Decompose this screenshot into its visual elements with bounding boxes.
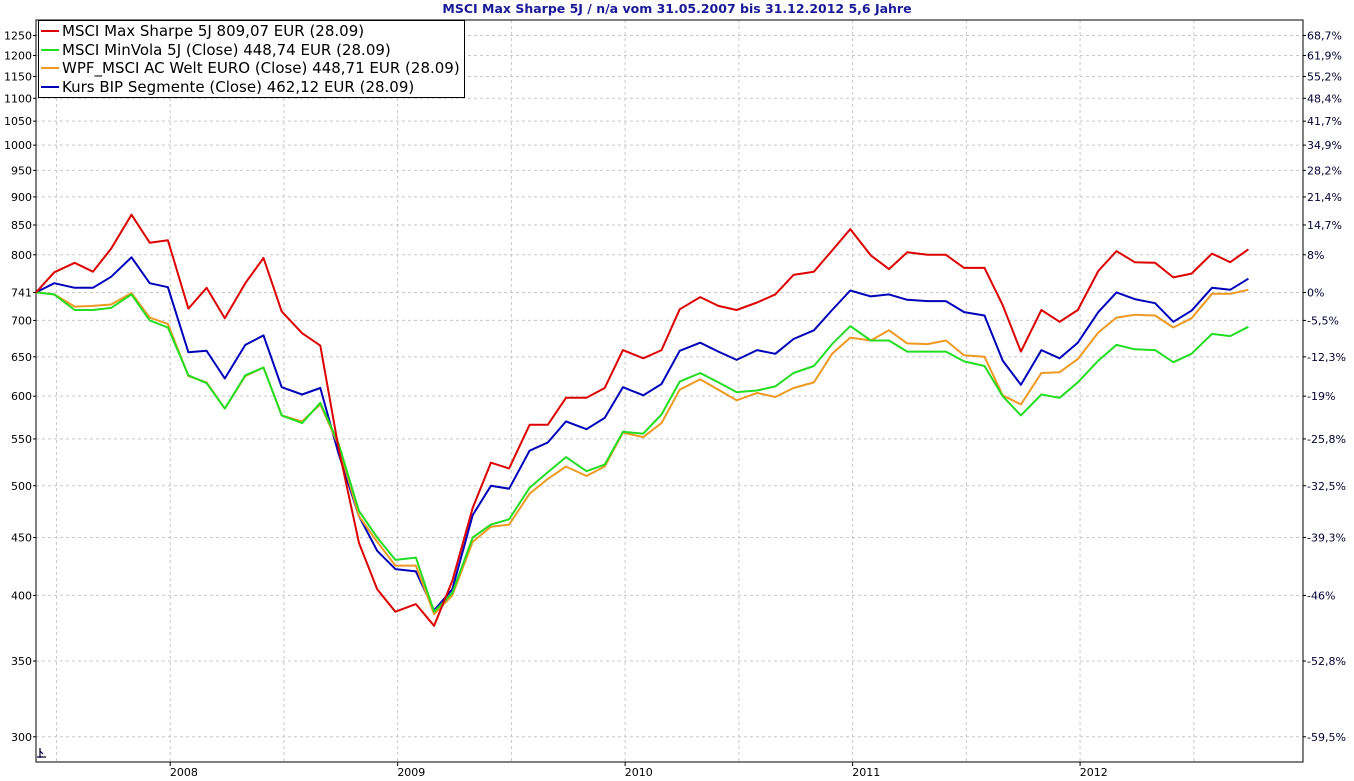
legend-swatch [41, 48, 59, 51]
chart-title: MSCI Max Sharpe 5J / n/a vom 31.05.2007 … [442, 1, 911, 16]
y-tick-label-right: 61,9% [1307, 50, 1342, 63]
y-tick-label-right: -25,8% [1307, 433, 1346, 446]
y-tick-label-right: 8% [1307, 249, 1324, 262]
y-tick-label-left: 700 [11, 314, 32, 327]
y-tick-label-left: 1150 [4, 70, 32, 83]
y-tick-label-left: 650 [11, 351, 32, 364]
legend-swatch [41, 67, 59, 70]
y-tick-label-right: 28,2% [1307, 164, 1342, 177]
legend-label: WPF_MSCI AC Welt EURO (Close) 448,71 EUR… [62, 59, 460, 77]
y-tick-label-right: -19% [1307, 390, 1335, 403]
legend-item: MSCI MinVola 5J (Close) 448,74 EUR (28.0… [41, 41, 460, 60]
y-tick-label-left: 741 [11, 286, 32, 299]
y-tick-label-right: -12,3% [1307, 351, 1346, 364]
y-tick-label-right: -52,8% [1307, 655, 1346, 668]
series-line-1 [35, 291, 1249, 613]
legend-label: Kurs BIP Segmente (Close) 462,12 EUR (28… [62, 77, 415, 96]
y-tick-label-right: -32,5% [1307, 480, 1346, 493]
y-tick-label-left: 1050 [4, 115, 32, 128]
axes [33, 19, 1306, 766]
series-line-0 [35, 213, 1249, 627]
y-tick-label-left: 950 [11, 164, 32, 177]
y-tick-label-right: -39,3% [1307, 532, 1346, 545]
y-tick-label-left: 1200 [4, 50, 32, 63]
y-tick-label-left: 500 [11, 480, 32, 493]
series-lines [35, 213, 1249, 627]
legend-item: Kurs BIP Segmente (Close) 462,12 EUR (28… [41, 78, 460, 97]
y-tick-label-right: 55,2% [1307, 70, 1342, 83]
y-tick-label-right: 0% [1307, 286, 1324, 299]
y-tick-label-left: 1100 [4, 92, 32, 105]
y-tick-label-right: -5,5% [1307, 314, 1339, 327]
y-tick-label-right: 34,9% [1307, 139, 1342, 152]
y-tick-label-left: 400 [11, 589, 32, 602]
y-tick-label-left: 450 [11, 532, 32, 545]
legend-label: MSCI Max Sharpe 5J 809,07 EUR (28.09) [62, 22, 365, 40]
y-tick-label-left: 550 [11, 433, 32, 446]
legend: MSCI Max Sharpe 5J 809,07 EUR (28.09) MSC… [38, 20, 465, 98]
scale-corner-icon [37, 748, 46, 758]
legend-swatch [41, 85, 59, 88]
y-tick-label-left: 800 [11, 249, 32, 262]
tick-labels: 300 350 400 450 500 550 600 650 700 741 800 850 900 9… [4, 29, 1346, 779]
x-tick-label: 2011 [852, 766, 880, 779]
y-tick-label-left: 300 [11, 731, 32, 744]
y-tick-label-right: -59,5% [1307, 731, 1346, 744]
y-tick-label-left: 900 [11, 191, 32, 204]
y-tick-label-right: -46% [1307, 589, 1335, 602]
y-tick-label-right: 14,7% [1307, 219, 1342, 232]
legend-swatch [41, 30, 59, 33]
legend-item: WPF_MSCI AC Welt EURO (Close) 448,71 EUR… [41, 59, 460, 78]
y-tick-label-right: 68,7% [1307, 29, 1342, 42]
x-tick-label: 2010 [625, 766, 653, 779]
x-tick-label: 2012 [1080, 766, 1108, 779]
y-tick-label-left: 350 [11, 655, 32, 668]
legend-label: MSCI MinVola 5J (Close) 448,74 EUR (28.0… [62, 40, 391, 59]
y-tick-label-left: 1250 [4, 29, 32, 42]
y-tick-label-left: 1000 [4, 139, 32, 152]
legend-item: MSCI Max Sharpe 5J 809,07 EUR (28.09) [41, 22, 460, 41]
y-tick-label-right: 48,4% [1307, 92, 1342, 105]
series-line-3 [35, 256, 1249, 612]
y-tick-label-right: 41,7% [1307, 115, 1342, 128]
y-tick-label-left: 850 [11, 219, 32, 232]
x-tick-label: 2009 [397, 766, 425, 779]
x-tick-label: 2008 [170, 766, 198, 779]
y-tick-label-right: 21,4% [1307, 191, 1342, 204]
plot-frame [35, 19, 1304, 763]
y-tick-label-left: 600 [11, 390, 32, 403]
